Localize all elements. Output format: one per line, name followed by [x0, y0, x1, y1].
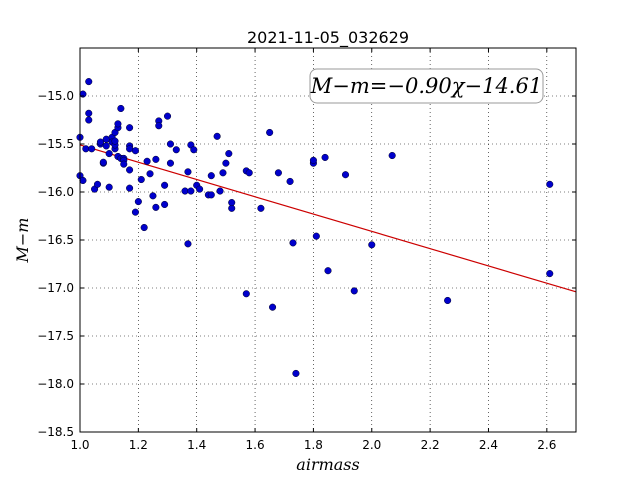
- data-point: [368, 241, 376, 249]
- data-point: [161, 181, 169, 189]
- data-point: [137, 175, 145, 184]
- data-point: [546, 180, 554, 188]
- data-point: [166, 159, 174, 167]
- data-point: [242, 290, 250, 298]
- data-point: [172, 146, 180, 154]
- data-point: [166, 140, 174, 148]
- data-point: [269, 303, 277, 311]
- y-tick-label: −15.5: [37, 137, 74, 151]
- data-point: [152, 203, 160, 211]
- axis-ticks: [79, 48, 576, 433]
- data-point: [222, 159, 230, 167]
- x-tick-label: 1.6: [246, 438, 265, 452]
- data-point: [257, 204, 265, 212]
- fit-line: [79, 144, 577, 293]
- data-point: [79, 176, 87, 185]
- data-point: [184, 168, 192, 176]
- data-point: [266, 128, 274, 137]
- data-point: [117, 104, 125, 113]
- data-point: [152, 155, 160, 163]
- chart-title: 2021-11-05_032629: [247, 28, 409, 48]
- y-tick-labels: −15.0 −15.5 −16.0 −16.5 −17.0 −17.5 −18.0 −18.5: [37, 89, 74, 439]
- y-tick-label: −17.0: [37, 281, 74, 295]
- data-point: [289, 239, 297, 247]
- y-tick-label: −16.0: [37, 185, 74, 199]
- data-point: [114, 120, 122, 128]
- data-point: [88, 145, 96, 153]
- fit-line-group: [79, 144, 577, 293]
- data-point: [105, 150, 113, 158]
- data-point: [102, 142, 110, 150]
- data-point: [126, 166, 134, 174]
- data-point: [134, 198, 142, 206]
- data-point: [111, 137, 119, 145]
- y-tick-label: −15.0: [37, 89, 74, 103]
- fit-annotation: M−m=−0.90χ−14.61: [309, 68, 544, 104]
- x-tick-label: 1.8: [304, 438, 323, 452]
- data-point: [196, 185, 204, 193]
- data-point: [96, 138, 104, 146]
- data-point: [213, 132, 221, 140]
- data-point: [274, 169, 282, 177]
- data-points: [76, 78, 554, 377]
- data-point: [292, 369, 300, 377]
- data-point: [341, 171, 350, 179]
- data-point: [163, 112, 172, 120]
- data-point: [245, 169, 253, 177]
- data-point: [207, 172, 215, 180]
- x-tick-label: 1.2: [129, 438, 148, 452]
- data-point: [309, 156, 317, 164]
- data-point: [143, 157, 151, 165]
- y-tick-label: −16.5: [37, 233, 74, 247]
- data-point: [350, 287, 358, 295]
- x-tick-label: 2.2: [421, 438, 440, 452]
- data-point: [312, 232, 320, 240]
- data-point: [85, 78, 93, 86]
- data-point: [207, 191, 215, 199]
- data-point: [131, 208, 139, 216]
- data-point: [187, 187, 195, 195]
- data-point: [85, 109, 93, 117]
- annotation-box: [309, 68, 544, 104]
- data-point: [93, 180, 102, 188]
- y-tick-label: −17.5: [37, 329, 74, 343]
- data-point: [228, 199, 236, 207]
- data-point: [120, 160, 128, 168]
- data-point: [85, 116, 93, 124]
- data-point: [546, 270, 554, 278]
- data-point: [155, 122, 163, 130]
- y-axis-label: M−m: [13, 218, 32, 264]
- x-tick-label: 2.4: [479, 438, 498, 452]
- x-tick-label: 1.4: [187, 438, 206, 452]
- fit-equation: M−m=−0.90χ−14.61: [310, 74, 542, 98]
- data-point: [99, 158, 107, 166]
- data-point: [105, 183, 113, 191]
- data-point: [225, 150, 233, 158]
- x-tick-label: 2.0: [362, 438, 381, 452]
- data-point: [131, 147, 139, 155]
- data-point: [126, 124, 134, 132]
- data-point: [184, 240, 192, 248]
- data-point: [146, 170, 154, 178]
- data-point: [140, 223, 148, 232]
- x-tick-labels: 1.0 1.2 1.4 1.6 1.8 2.0 2.2 2.4 2.6: [70, 438, 556, 452]
- data-point: [219, 169, 227, 177]
- data-point: [388, 151, 396, 160]
- x-tick-label: 1.0: [70, 438, 89, 452]
- y-tick-label: −18.0: [37, 377, 74, 391]
- data-point: [286, 177, 294, 185]
- x-axis-label: airmass: [296, 455, 359, 474]
- data-point: [324, 267, 332, 275]
- data-point: [216, 187, 224, 195]
- data-point: [161, 200, 169, 209]
- data-point: [190, 146, 198, 154]
- y-tick-label: −18.5: [37, 425, 74, 439]
- x-tick-label: 2.6: [537, 438, 556, 452]
- data-point: [149, 192, 157, 200]
- data-point: [126, 184, 134, 192]
- data-point: [321, 153, 329, 161]
- data-point: [444, 296, 452, 305]
